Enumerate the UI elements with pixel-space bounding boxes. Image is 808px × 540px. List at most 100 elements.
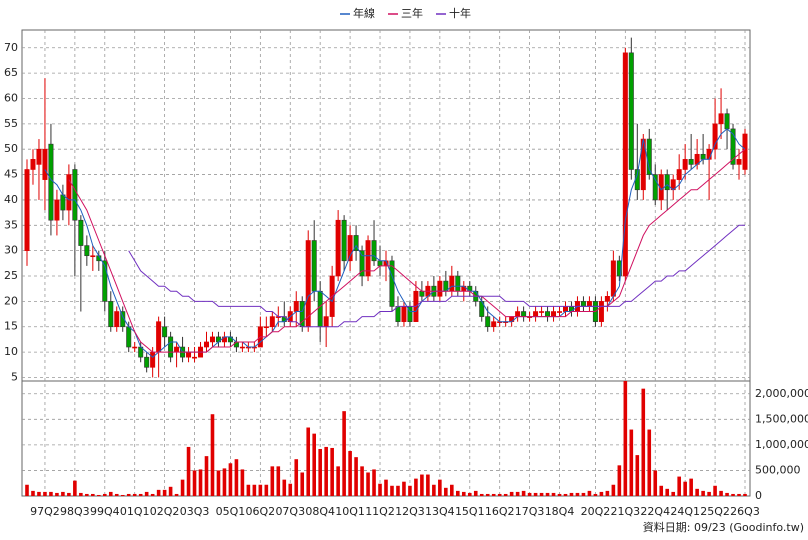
volume-bar: [43, 491, 47, 496]
volume-bar: [120, 494, 125, 496]
x-tick-label: 21Q3: [611, 505, 641, 518]
volume-bar: [665, 488, 670, 496]
volume-bar: [114, 493, 119, 496]
volume-bar: [683, 481, 687, 496]
candle-body: [311, 240, 317, 292]
volume-bar: [246, 484, 251, 496]
legend-label: 年線: [353, 6, 375, 20]
candle-body: [84, 245, 90, 257]
candle-body: [736, 159, 742, 165]
y-tick-label: 30: [4, 244, 18, 257]
volume-bar: [737, 493, 741, 496]
y-tick-label: 65: [4, 66, 18, 79]
volume-bar: [67, 492, 71, 496]
volume-bar: [97, 494, 101, 496]
volume-bar: [342, 411, 346, 496]
volume-bar: [318, 448, 322, 496]
y-tick-label: 45: [4, 168, 18, 181]
volume-bar: [575, 492, 580, 496]
volume-bar: [288, 483, 293, 496]
x-tick-label: 97Q2: [30, 505, 60, 518]
candle-body: [120, 311, 126, 328]
volume-bar: [228, 463, 233, 496]
volume-bar: [432, 484, 436, 496]
volume-bar: [599, 491, 604, 496]
volume-bar: [162, 489, 167, 496]
volume-bar: [210, 414, 215, 496]
volume-bar: [444, 487, 448, 496]
candle-body: [36, 148, 42, 165]
candle-body: [610, 260, 616, 297]
x-tick-label: 98Q3: [60, 505, 90, 518]
candle-body: [712, 123, 718, 150]
volume-bar: [587, 490, 592, 496]
x-tick-label: 05Q1: [216, 505, 246, 518]
y-tick-label: 10: [4, 345, 18, 358]
candle-body: [455, 275, 461, 292]
candle-body: [533, 311, 539, 317]
candle-body: [269, 316, 275, 328]
volume-bar: [671, 491, 675, 496]
volume-bar: [168, 486, 173, 496]
candle-body: [305, 240, 311, 328]
candle-body: [60, 194, 66, 211]
volume-bar: [545, 492, 550, 496]
volume-bar: [372, 469, 376, 496]
volume-bar: [312, 433, 316, 496]
volume-bar: [557, 493, 562, 496]
volume-bar: [156, 489, 161, 496]
volume-bar: [689, 478, 693, 496]
volume-bar: [515, 491, 520, 496]
volume-bar: [354, 457, 358, 496]
x-tick-label: 08Q4: [305, 505, 335, 518]
candle-body: [90, 255, 96, 258]
candle-body: [150, 351, 156, 368]
candle-body: [48, 143, 54, 221]
volume-bar: [426, 474, 430, 496]
candle-body: [557, 311, 563, 313]
candle-body: [359, 250, 365, 277]
legend-label: 三年: [401, 6, 423, 20]
volume-bar: [324, 446, 328, 496]
candle-body: [515, 311, 521, 317]
volume-bar: [707, 491, 711, 496]
volume-bar: [731, 493, 735, 496]
volume-bar: [725, 492, 729, 496]
x-tick-label: 99Q4: [90, 505, 120, 518]
candle-body: [341, 219, 347, 262]
volume-bar: [695, 488, 699, 496]
volume-bar: [132, 493, 137, 496]
candle-body: [485, 316, 491, 328]
candle-body: [54, 199, 60, 221]
volume-bar: [635, 455, 640, 496]
volume-bar: [438, 479, 442, 496]
candle-body: [401, 306, 407, 322]
candle-body: [114, 311, 120, 328]
volume-bar: [569, 492, 574, 496]
volume-bar: [497, 493, 502, 496]
x-tick-label: 01Q1: [120, 505, 150, 518]
volume-bar: [479, 493, 484, 496]
volume-bar: [461, 491, 466, 496]
y2-tick-label: 1,000,000: [755, 438, 808, 451]
candle-body: [742, 133, 748, 170]
x-tick-label: 17Q3: [515, 505, 545, 518]
volume-bar: [25, 484, 29, 496]
volume-bar: [31, 490, 35, 496]
volume-bar: [473, 490, 478, 496]
candle-body: [718, 113, 724, 125]
volume-bar: [348, 451, 352, 496]
volume-bar: [102, 493, 107, 496]
volume-bar: [55, 492, 59, 496]
volume-bar: [198, 469, 203, 496]
candle-body: [551, 311, 557, 317]
x-tick-label: 12Q3: [395, 505, 425, 518]
candle-body: [209, 336, 215, 343]
candle-body: [616, 260, 622, 277]
y-tick-label: 25: [4, 269, 18, 282]
x-tick-label: 15Q1: [455, 505, 485, 518]
volume-bar: [192, 470, 197, 496]
candle-body: [30, 159, 36, 170]
ma-line: [44, 128, 746, 358]
